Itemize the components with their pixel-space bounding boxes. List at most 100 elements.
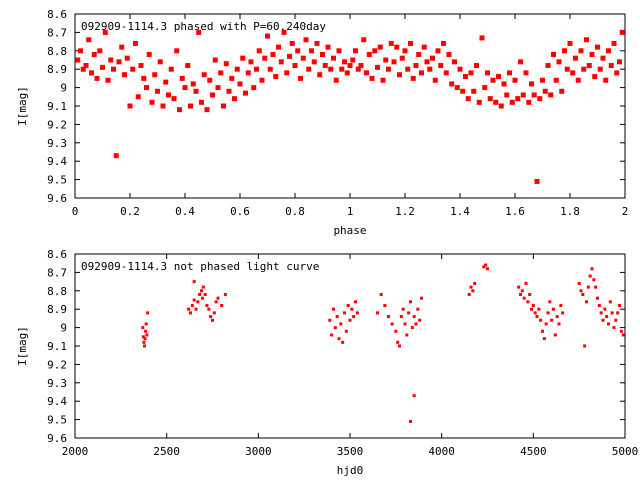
data-point xyxy=(474,63,479,69)
x-tick-label: 4500 xyxy=(520,445,547,458)
data-point xyxy=(592,278,596,282)
data-point xyxy=(89,70,94,76)
y-tick-label: 9.4 xyxy=(47,395,67,408)
data-point xyxy=(325,44,331,50)
unphased-data-points xyxy=(141,263,625,423)
data-point xyxy=(300,55,306,61)
y-tick-label: 8.6 xyxy=(47,8,67,21)
data-point xyxy=(210,92,215,98)
unphased-plot-title: 092909-1114.3 not phased light curve xyxy=(81,260,319,273)
data-point xyxy=(220,304,224,308)
data-point xyxy=(177,107,182,113)
data-point xyxy=(618,304,621,308)
data-point xyxy=(556,59,562,65)
data-point xyxy=(564,66,570,72)
x-tick-label: 1.2 xyxy=(395,205,415,218)
data-point xyxy=(398,344,401,348)
data-point xyxy=(551,51,556,57)
data-point xyxy=(608,63,614,69)
data-point xyxy=(512,77,518,83)
data-point xyxy=(553,333,557,337)
phased-data-points xyxy=(75,29,625,184)
data-point xyxy=(343,311,346,315)
data-point xyxy=(397,72,402,78)
data-point xyxy=(476,99,482,105)
data-point xyxy=(189,311,192,315)
data-point xyxy=(188,103,193,109)
data-point xyxy=(278,59,284,65)
data-point xyxy=(254,66,259,72)
data-point xyxy=(214,300,218,304)
data-point xyxy=(143,337,147,341)
data-point xyxy=(251,85,257,91)
x-tick-label: 5000 xyxy=(612,445,639,458)
data-point xyxy=(311,59,317,65)
x-tick-label: 0 xyxy=(72,205,79,218)
data-point xyxy=(486,267,489,271)
data-point xyxy=(344,329,348,333)
data-point xyxy=(509,99,515,105)
data-point xyxy=(344,70,350,76)
data-point xyxy=(553,77,559,83)
data-point xyxy=(465,96,471,102)
data-point xyxy=(335,315,339,319)
x-tick-label: 2 xyxy=(622,205,629,218)
data-point xyxy=(182,85,188,91)
data-point xyxy=(507,70,512,76)
data-point xyxy=(336,48,342,54)
phased-plot: 0 0.2 0.4 0.6 0.8 1 1.2 1.4 1.6 1.8 2 8.6 8.7 8.8 8.9… xyxy=(16,8,628,237)
data-point xyxy=(322,63,328,69)
data-point xyxy=(146,311,150,315)
data-point xyxy=(537,307,541,311)
x-tick-label: 1 xyxy=(347,205,354,218)
data-point xyxy=(124,55,130,61)
data-point xyxy=(490,77,496,83)
y-tick-label: 8.6 xyxy=(47,248,67,261)
data-point xyxy=(229,75,235,81)
data-point xyxy=(529,81,534,87)
data-point xyxy=(515,96,521,102)
x-tick-label: 3500 xyxy=(337,445,364,458)
data-point xyxy=(614,318,618,322)
data-point xyxy=(141,335,145,339)
data-point xyxy=(501,81,507,87)
data-point xyxy=(594,285,598,289)
data-point xyxy=(276,44,281,50)
phased-y-axis-label: I[mag] xyxy=(16,86,29,126)
data-point xyxy=(592,74,598,80)
data-point xyxy=(78,48,83,54)
data-point xyxy=(346,304,350,308)
data-point xyxy=(595,44,600,50)
y-tick-label: 9.2 xyxy=(47,118,67,131)
data-point xyxy=(223,61,229,67)
unphased-y-axis-label: I[mag] xyxy=(16,326,29,366)
data-point xyxy=(234,66,240,72)
data-point xyxy=(232,96,237,102)
data-point xyxy=(152,72,158,78)
data-point xyxy=(617,59,622,65)
data-point xyxy=(383,304,387,308)
data-point xyxy=(243,90,248,96)
y-tick-label: 8.8 xyxy=(47,285,67,298)
data-point xyxy=(192,280,196,284)
data-point xyxy=(548,300,552,304)
data-point xyxy=(559,88,565,94)
y-tick-label: 9.3 xyxy=(47,377,67,390)
data-point xyxy=(413,63,419,69)
data-point xyxy=(562,48,567,54)
data-point xyxy=(452,59,457,65)
y-tick-label: 9.6 xyxy=(47,192,67,205)
y-tick-label: 9.2 xyxy=(47,358,67,371)
y-tick-label: 9.1 xyxy=(47,340,67,353)
data-point xyxy=(376,311,379,315)
data-point xyxy=(416,51,422,57)
data-point xyxy=(83,63,89,69)
data-point xyxy=(535,315,539,319)
data-point xyxy=(185,63,191,69)
data-point xyxy=(550,318,554,322)
data-point xyxy=(570,70,576,76)
data-point xyxy=(330,333,334,337)
data-point xyxy=(520,289,524,293)
data-point xyxy=(394,329,398,333)
